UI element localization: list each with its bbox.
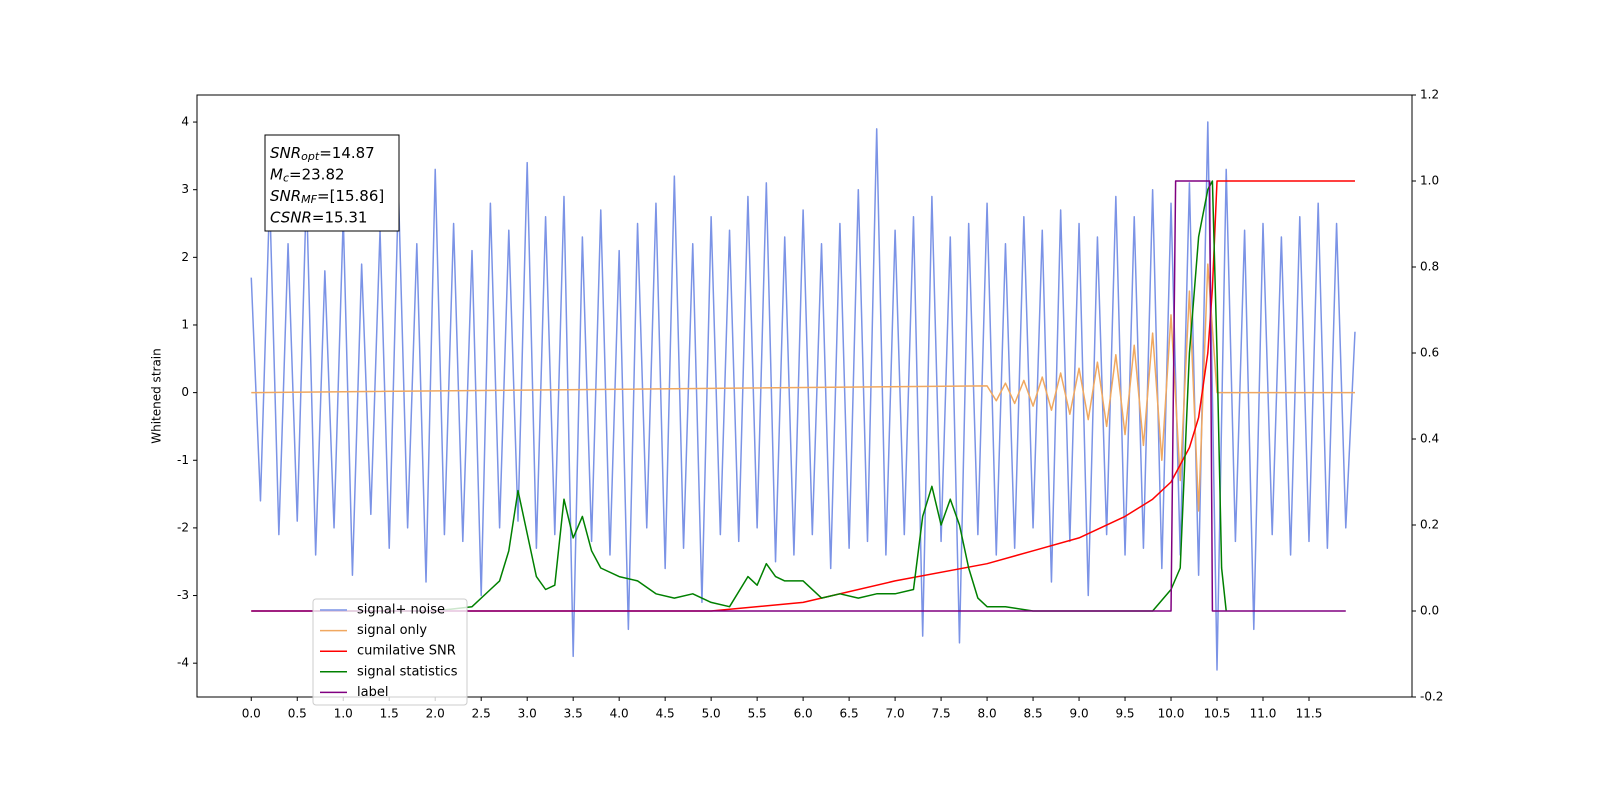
y-tick-label: 3 bbox=[181, 182, 189, 196]
plot-frame bbox=[196, 94, 1413, 698]
y-tick-label: -1 bbox=[177, 453, 189, 467]
annotation-text: =[15.86] bbox=[317, 187, 384, 205]
x-tick-label: 3.5 bbox=[564, 707, 583, 721]
annotation-line: Mc=23.82 bbox=[270, 165, 345, 185]
legend-label: signal only bbox=[357, 623, 427, 638]
annotation-line: SNRMF=[15.86] bbox=[270, 187, 384, 207]
x-tick-label: 11.0 bbox=[1250, 707, 1277, 721]
x-tick-label: 10.5 bbox=[1204, 707, 1231, 721]
annotation-line: SNRopt=14.87 bbox=[270, 144, 375, 164]
x-tick-label: 2.0 bbox=[426, 707, 445, 721]
y2-tick-label: 0.6 bbox=[1420, 346, 1439, 360]
x-tick-label: 7.5 bbox=[932, 707, 951, 721]
annotation-text: =15.31 bbox=[312, 208, 368, 226]
y-tick-label: -2 bbox=[177, 520, 189, 534]
series-line bbox=[250, 121, 1356, 671]
y2-tick-label: 0.2 bbox=[1420, 518, 1439, 532]
y2-tick-label: -0.2 bbox=[1420, 690, 1443, 704]
y2-tick-label: 0.8 bbox=[1420, 260, 1439, 274]
legend-label: signal statistics bbox=[357, 664, 458, 679]
annotation-box bbox=[264, 134, 400, 232]
legend-label: label bbox=[357, 685, 388, 700]
annotation-text: =23.82 bbox=[289, 165, 345, 183]
series-line bbox=[251, 263, 1355, 512]
y-tick-label: -3 bbox=[177, 588, 189, 602]
y-tick-label: -4 bbox=[177, 656, 189, 670]
y-axis-label: Whitened strain bbox=[150, 348, 164, 444]
annotation-symbol: CSNR bbox=[270, 208, 312, 226]
y-tick-label: 4 bbox=[181, 115, 189, 129]
annotation-symbol: M bbox=[270, 165, 283, 183]
annotation-symbol: SNR bbox=[270, 144, 301, 162]
legend-label: cumilative SNR bbox=[357, 644, 456, 659]
y2-tick-label: 0.0 bbox=[1420, 604, 1439, 618]
x-tick-label: 5.5 bbox=[748, 707, 767, 721]
x-tick-label: 10.0 bbox=[1158, 707, 1185, 721]
x-tick-label: 0.0 bbox=[242, 707, 261, 721]
y2-tick-label: 1.0 bbox=[1420, 174, 1439, 188]
y2-tick-label: 1.2 bbox=[1420, 88, 1439, 102]
x-tick-label: 9.5 bbox=[1115, 707, 1134, 721]
x-tick-label: 7.0 bbox=[886, 707, 905, 721]
annotation-subscript: c bbox=[283, 172, 289, 185]
y-tick-label: 0 bbox=[181, 385, 189, 399]
annotation-text: =14.87 bbox=[319, 144, 375, 162]
x-tick-label: 9.0 bbox=[1070, 707, 1089, 721]
annotation-subscript: opt bbox=[301, 150, 320, 163]
y-tick-label: 2 bbox=[181, 250, 189, 264]
x-tick-label: 1.0 bbox=[334, 707, 353, 721]
x-tick-label: 11.5 bbox=[1296, 707, 1323, 721]
x-tick-label: 8.0 bbox=[978, 707, 997, 721]
legend-label: signal+ noise bbox=[357, 603, 445, 618]
x-tick-label: 1.5 bbox=[380, 707, 399, 721]
x-tick-label: 2.5 bbox=[472, 707, 491, 721]
x-tick-label: 8.5 bbox=[1024, 707, 1043, 721]
annotation-subscript: MF bbox=[301, 193, 317, 206]
series-line bbox=[251, 180, 1346, 612]
annotation-symbol: SNR bbox=[270, 187, 301, 205]
x-tick-label: 3.0 bbox=[518, 707, 537, 721]
legend-box bbox=[312, 598, 468, 706]
x-tick-label: 5.0 bbox=[702, 707, 721, 721]
x-tick-label: 4.0 bbox=[610, 707, 629, 721]
x-tick-label: 0.5 bbox=[288, 707, 307, 721]
x-tick-label: 6.0 bbox=[794, 707, 813, 721]
x-tick-label: 6.5 bbox=[840, 707, 859, 721]
annotation-line: CSNR=15.31 bbox=[270, 208, 367, 226]
x-tick-label: 4.5 bbox=[656, 707, 675, 721]
y2-tick-label: 0.4 bbox=[1420, 432, 1439, 446]
y-tick-label: 1 bbox=[181, 317, 189, 331]
